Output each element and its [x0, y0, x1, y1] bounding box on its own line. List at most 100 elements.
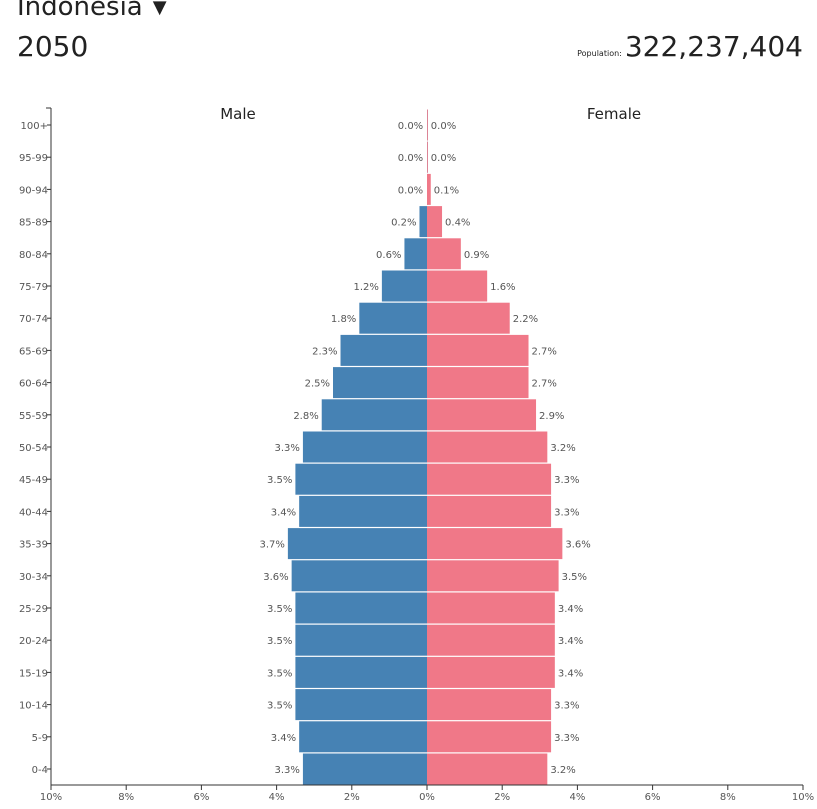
- age-group-label: 20-24: [19, 636, 48, 647]
- age-group-label: 30-34: [19, 572, 48, 583]
- female-value-label: 0.1%: [434, 185, 459, 196]
- male-bar: [295, 624, 427, 656]
- female-bar: [427, 270, 488, 302]
- age-group-label: 85-89: [19, 218, 48, 229]
- female-bar: [427, 624, 555, 656]
- x-tick-label: 10%: [40, 792, 62, 803]
- age-group-label: 70-74: [19, 314, 48, 325]
- male-value-label: 2.5%: [305, 379, 330, 390]
- male-bar: [291, 560, 427, 592]
- male-value-label: 3.3%: [275, 765, 300, 776]
- male-value-label: 3.3%: [275, 443, 300, 454]
- female-bar: [427, 592, 555, 624]
- age-group-label: 35-39: [19, 540, 48, 551]
- population-value: 322,237,404: [624, 30, 803, 63]
- male-bar: [359, 302, 427, 334]
- x-tick-label: 6%: [193, 792, 209, 803]
- age-group-label: 15-19: [19, 668, 48, 679]
- male-value-label: 3.5%: [267, 475, 292, 486]
- male-bar: [295, 689, 427, 721]
- female-bar: [427, 302, 510, 334]
- country-selector[interactable]: Indonesia ▼: [17, 0, 167, 22]
- male-value-label: 3.5%: [267, 701, 292, 712]
- female-value-label: 3.3%: [554, 507, 579, 518]
- female-bar: [427, 753, 548, 785]
- year-label: 2050: [17, 30, 89, 63]
- female-bar: [427, 367, 529, 399]
- x-tick-label: 4%: [569, 792, 585, 803]
- male-bar: [295, 656, 427, 688]
- male-bar: [299, 721, 427, 753]
- female-value-label: 3.4%: [558, 668, 583, 679]
- female-bar: [427, 721, 552, 753]
- female-bar: [427, 689, 552, 721]
- female-value-label: 3.3%: [554, 475, 579, 486]
- population-display: Population: 322,237,404: [577, 30, 803, 63]
- female-value-label: 3.2%: [550, 765, 575, 776]
- female-value-label: 2.2%: [513, 314, 538, 325]
- male-bar: [340, 334, 427, 366]
- male-value-label: 0.0%: [398, 121, 423, 132]
- male-bar: [321, 399, 427, 431]
- female-bar: [427, 399, 537, 431]
- female-bar: [427, 141, 428, 173]
- female-bar: [427, 560, 559, 592]
- female-bar: [427, 238, 461, 270]
- male-value-label: 1.2%: [353, 282, 378, 293]
- x-tick-label: 2%: [494, 792, 510, 803]
- male-value-label: 0.2%: [391, 218, 416, 229]
- male-bar: [295, 463, 427, 495]
- male-value-label: 3.5%: [267, 668, 292, 679]
- male-value-label: 0.0%: [398, 153, 423, 164]
- male-value-label: 2.8%: [293, 411, 318, 422]
- x-tick-label: 2%: [344, 792, 360, 803]
- male-value-label: 3.6%: [263, 572, 288, 583]
- male-bar: [404, 238, 427, 270]
- male-bar: [295, 592, 427, 624]
- female-bar: [427, 463, 552, 495]
- female-value-label: 3.3%: [554, 733, 579, 744]
- x-tick-label: 0%: [419, 792, 435, 803]
- age-group-label: 0-4: [32, 765, 48, 776]
- male-value-label: 0.6%: [376, 250, 401, 261]
- female-value-label: 1.6%: [490, 282, 515, 293]
- x-tick-label: 8%: [720, 792, 736, 803]
- female-value-label: 2.7%: [532, 379, 557, 390]
- age-group-label: 75-79: [19, 282, 48, 293]
- female-bar: [427, 109, 428, 141]
- male-bar: [302, 431, 427, 463]
- female-value-label: 0.9%: [464, 250, 489, 261]
- age-group-label: 95-99: [19, 153, 48, 164]
- female-value-label: 3.6%: [565, 540, 590, 551]
- female-value-label: 3.4%: [558, 604, 583, 615]
- x-tick-label: 10%: [792, 792, 814, 803]
- x-tick-label: 8%: [118, 792, 134, 803]
- male-bar: [287, 528, 427, 560]
- age-group-label: 50-54: [19, 443, 48, 454]
- age-group-label: 10-14: [19, 701, 48, 712]
- female-bar: [427, 173, 431, 205]
- male-bar: [302, 753, 427, 785]
- age-group-label: 5-9: [32, 733, 48, 744]
- caret-down-icon[interactable]: ▼: [152, 0, 167, 18]
- male-value-label: 1.8%: [331, 314, 356, 325]
- country-name: Indonesia: [17, 0, 143, 22]
- male-value-label: 3.7%: [259, 540, 284, 551]
- age-group-label: 55-59: [19, 411, 48, 422]
- x-tick-label: 6%: [645, 792, 661, 803]
- female-value-label: 2.7%: [532, 346, 557, 357]
- age-group-label: 45-49: [19, 475, 48, 486]
- age-group-label: 100+: [21, 121, 48, 132]
- female-bar: [427, 206, 443, 238]
- female-bar: [427, 431, 548, 463]
- female-bar: [427, 334, 529, 366]
- male-bar: [381, 270, 427, 302]
- male-value-label: 2.3%: [312, 346, 337, 357]
- age-group-label: 60-64: [19, 379, 48, 390]
- female-bar: [427, 495, 552, 527]
- x-tick-label: 4%: [269, 792, 285, 803]
- male-header: Male: [220, 105, 256, 123]
- male-value-label: 0.0%: [398, 185, 423, 196]
- female-header: Female: [587, 105, 641, 123]
